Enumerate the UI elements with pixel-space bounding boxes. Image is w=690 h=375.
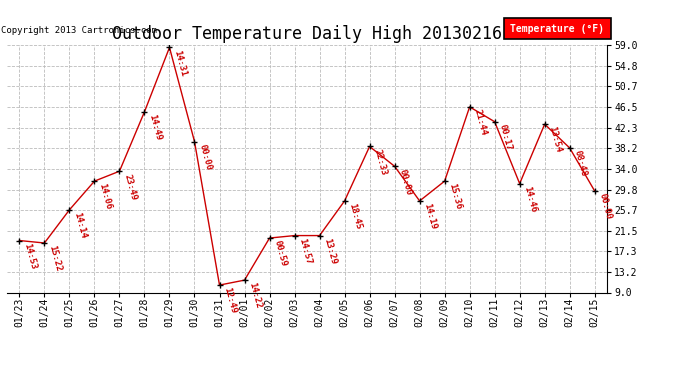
Text: 13:54: 13:54 (548, 126, 563, 154)
Text: 14:49: 14:49 (148, 113, 163, 142)
Text: 18:45: 18:45 (348, 202, 363, 231)
Text: 14:46: 14:46 (522, 185, 538, 213)
Text: 22:33: 22:33 (373, 148, 388, 176)
Text: 15:22: 15:22 (48, 244, 63, 273)
Title: Outdoor Temperature Daily High 20130216: Outdoor Temperature Daily High 20130216 (112, 26, 502, 44)
Text: 13:29: 13:29 (322, 237, 338, 266)
Text: 00:00: 00:00 (397, 168, 413, 196)
Text: 12:49: 12:49 (222, 286, 238, 315)
Text: 08:48: 08:48 (573, 150, 589, 178)
Text: 00:59: 00:59 (273, 240, 288, 268)
Text: 21:44: 21:44 (473, 108, 489, 136)
Text: Copyright 2013 Cartronics.com: Copyright 2013 Cartronics.com (1, 26, 157, 35)
Text: 14:19: 14:19 (422, 202, 438, 231)
Text: 23:49: 23:49 (122, 173, 138, 201)
Text: 14:57: 14:57 (297, 237, 313, 266)
Text: 00:17: 00:17 (497, 123, 513, 152)
Text: 14:14: 14:14 (72, 211, 88, 240)
Text: 14:31: 14:31 (172, 49, 188, 77)
Text: Temperature (°F): Temperature (°F) (510, 24, 604, 33)
Text: 15:36: 15:36 (448, 183, 463, 211)
Text: 14:53: 14:53 (22, 242, 38, 270)
Text: 14:06: 14:06 (97, 183, 113, 211)
Text: 14:22: 14:22 (248, 282, 263, 310)
Text: 00:00: 00:00 (197, 143, 213, 171)
Text: 00:00: 00:00 (598, 192, 613, 221)
